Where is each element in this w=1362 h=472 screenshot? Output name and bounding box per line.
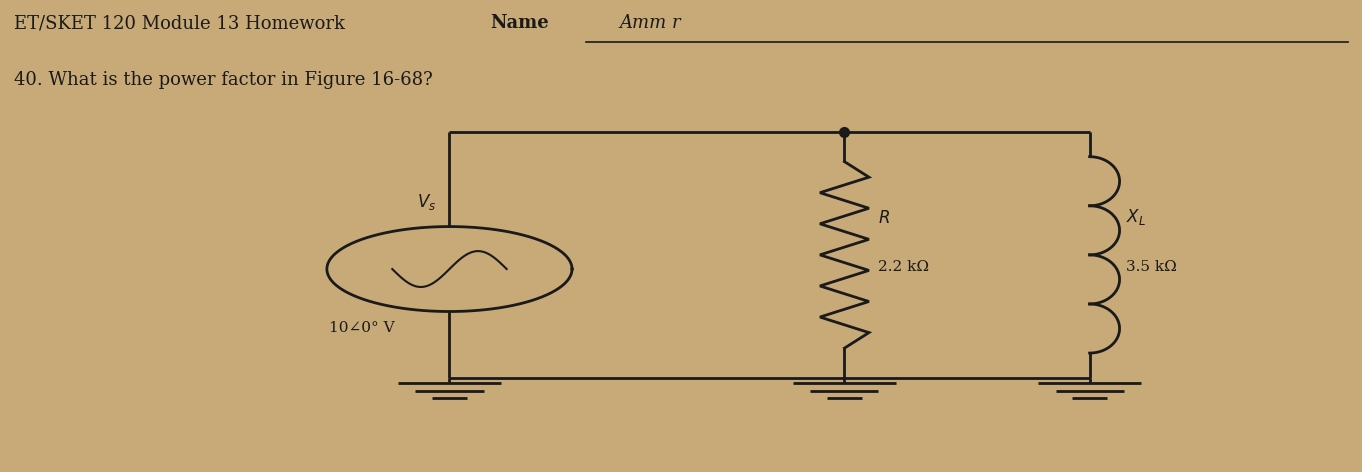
Text: 40. What is the power factor in Figure 16-68?: 40. What is the power factor in Figure 1… [14, 71, 432, 89]
Text: 2.2 kΩ: 2.2 kΩ [878, 260, 929, 274]
Text: 10∠0° V: 10∠0° V [330, 321, 395, 335]
Text: $X_L$: $X_L$ [1126, 207, 1147, 227]
Text: $V_s$: $V_s$ [417, 193, 436, 212]
Text: Amm r: Amm r [620, 14, 681, 32]
Text: ET/SKET 120 Module 13 Homework: ET/SKET 120 Module 13 Homework [14, 14, 345, 32]
Text: $R$: $R$ [878, 210, 891, 227]
Text: 3.5 kΩ: 3.5 kΩ [1126, 260, 1177, 274]
Text: Name: Name [490, 14, 549, 32]
